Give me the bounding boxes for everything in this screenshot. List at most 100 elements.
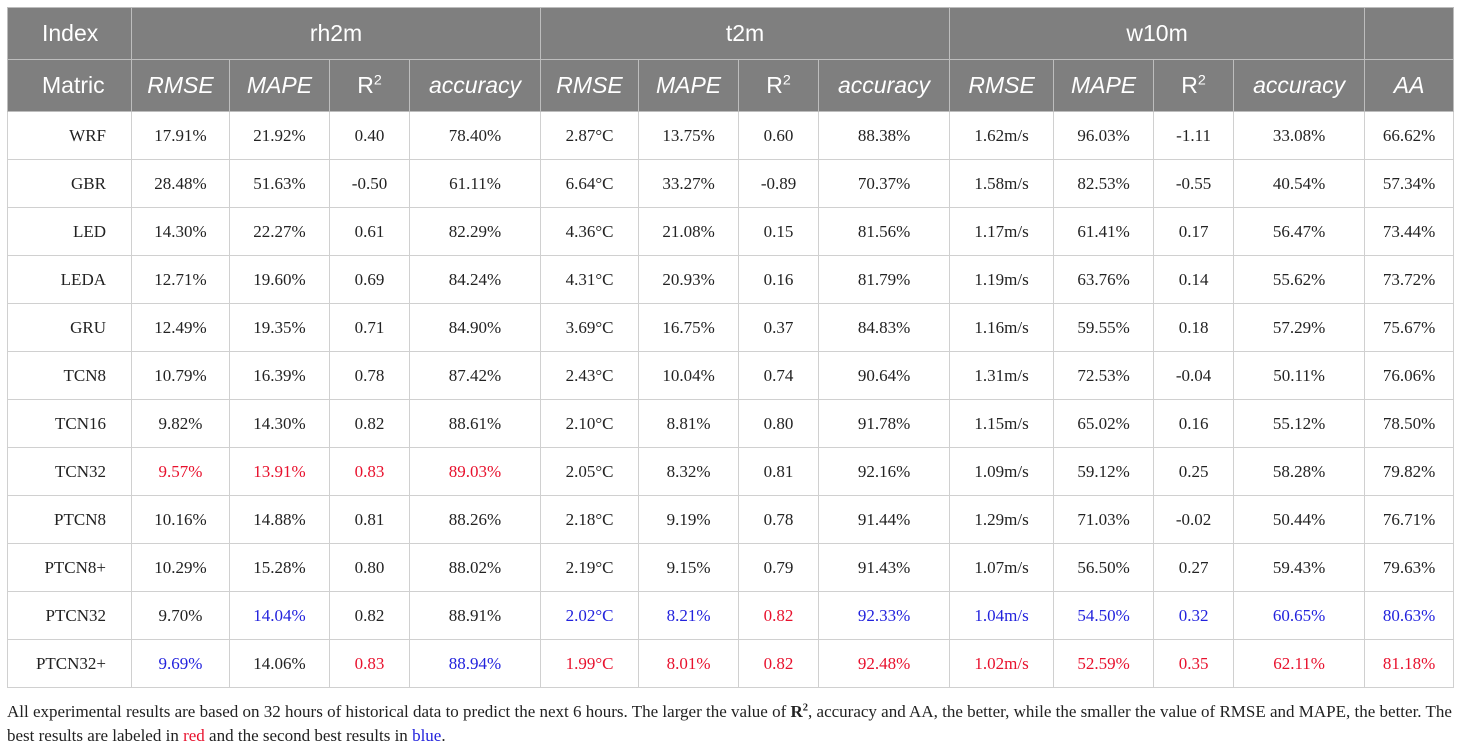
row-label: LEDA <box>7 255 132 304</box>
table-cell: 84.24% <box>408 255 542 304</box>
table-cell: 0.78 <box>738 495 820 544</box>
table-cell: 92.33% <box>818 591 951 640</box>
table-cell: 0.78 <box>329 351 410 400</box>
table-cell: 0.27 <box>1153 543 1235 592</box>
metric-header-6: R2 <box>738 59 820 112</box>
table-cell: 55.12% <box>1233 399 1366 448</box>
group-header-t2m: t2m <box>540 7 951 60</box>
table-cell: 82.53% <box>1053 159 1155 208</box>
table-cell: 4.31°C <box>540 255 640 304</box>
table-cell: 57.29% <box>1233 303 1366 352</box>
note-text-4: . <box>441 726 446 745</box>
table-row: PTCN32+ 9.69% 14.06% 0.83 88.94% 1.99°C 8.01% 0… <box>7 639 1455 688</box>
table-cell: 55.62% <box>1233 255 1366 304</box>
row-label: LED <box>7 207 132 256</box>
table-row: GBR 28.48% 51.63% -0.50 61.11% 6.64°C 33.27% -0… <box>7 159 1455 208</box>
table-cell: 10.29% <box>131 543 230 592</box>
table-cell: 21.08% <box>638 207 740 256</box>
metric-header-1: MAPE <box>229 59 330 112</box>
table-cell: 9.70% <box>131 591 230 640</box>
results-table-container: Index rh2m t2m w10m Matric RMSE MAPE R2 acc… <box>7 7 1455 688</box>
table-cell: 76.06% <box>1364 351 1455 400</box>
table-cell: 81.18% <box>1364 639 1455 688</box>
table-cell: 0.40 <box>329 111 410 160</box>
table-cell: 9.57% <box>131 447 230 496</box>
table-cell: 2.43°C <box>540 351 640 400</box>
table-cell: 92.16% <box>818 447 951 496</box>
table-cell: 1.62m/s <box>949 111 1055 160</box>
table-cell: 0.18 <box>1153 303 1235 352</box>
table-cell: 17.91% <box>131 111 230 160</box>
table-cell: 8.21% <box>638 591 740 640</box>
table-cell: 22.27% <box>229 207 330 256</box>
header-row-metrics: Matric RMSE MAPE R2 accuracy RMSE MAPE R2 accur… <box>7 59 1455 112</box>
table-cell: 0.25 <box>1153 447 1235 496</box>
table-cell: 72.53% <box>1053 351 1155 400</box>
table-cell: -0.02 <box>1153 495 1235 544</box>
table-cell: 50.44% <box>1233 495 1366 544</box>
table-cell: 0.32 <box>1153 591 1235 640</box>
row-label: TCN32 <box>7 447 132 496</box>
table-cell: 0.81 <box>738 447 820 496</box>
note-r2: R2 <box>790 702 809 721</box>
table-cell: 14.30% <box>229 399 330 448</box>
table-cell: 78.50% <box>1364 399 1455 448</box>
metric-header-2: R2 <box>329 59 410 112</box>
table-row: TCN8 10.79% 16.39% 0.78 87.42% 2.43°C 10.04% 0.… <box>7 351 1455 400</box>
table-cell: 0.79 <box>738 543 820 592</box>
table-row: PTCN32 9.70% 14.04% 0.82 88.91% 2.02°C 8.21% 0.… <box>7 591 1455 640</box>
table-cell: 1.19m/s <box>949 255 1055 304</box>
table-cell: 96.03% <box>1053 111 1155 160</box>
table-cell: 14.30% <box>131 207 230 256</box>
table-cell: 0.80 <box>738 399 820 448</box>
note-text-1: All experimental results are based on 32… <box>7 702 791 721</box>
table-cell: 0.82 <box>329 591 410 640</box>
row-label: GRU <box>7 303 132 352</box>
table-cell: 0.16 <box>1153 399 1235 448</box>
table-cell: 1.07m/s <box>949 543 1055 592</box>
row-label: PTCN32+ <box>7 639 132 688</box>
table-cell: 60.65% <box>1233 591 1366 640</box>
table-cell: 0.82 <box>738 639 820 688</box>
table-cell: 2.02°C <box>540 591 640 640</box>
table-cell: 8.01% <box>638 639 740 688</box>
table-cell: 14.04% <box>229 591 330 640</box>
table-cell: 0.61 <box>329 207 410 256</box>
table-cell: 80.63% <box>1364 591 1455 640</box>
table-cell: 1.16m/s <box>949 303 1055 352</box>
table-cell: 0.71 <box>329 303 410 352</box>
row-label: PTCN32 <box>7 591 132 640</box>
header-row-groups: Index rh2m t2m w10m <box>7 7 1455 60</box>
table-cell: 2.87°C <box>540 111 640 160</box>
table-cell: 59.12% <box>1053 447 1155 496</box>
table-cell: 73.72% <box>1364 255 1455 304</box>
table-cell: 59.43% <box>1233 543 1366 592</box>
table-cell: 1.31m/s <box>949 351 1055 400</box>
table-cell: 0.37 <box>738 303 820 352</box>
table-cell: 4.36°C <box>540 207 640 256</box>
table-cell: 91.43% <box>818 543 951 592</box>
table-cell: 52.59% <box>1053 639 1155 688</box>
table-row: LED 14.30% 22.27% 0.61 82.29% 4.36°C 21.08% 0.1… <box>7 207 1455 256</box>
table-cell: 0.60 <box>738 111 820 160</box>
results-table: Index rh2m t2m w10m Matric RMSE MAPE R2 acc… <box>7 7 1455 688</box>
table-cell: 66.62% <box>1364 111 1455 160</box>
table-cell: 40.54% <box>1233 159 1366 208</box>
metric-header-11: accuracy <box>1233 59 1366 112</box>
table-cell: 90.64% <box>818 351 951 400</box>
table-cell: 8.32% <box>638 447 740 496</box>
table-cell: 1.17m/s <box>949 207 1055 256</box>
table-cell: 75.67% <box>1364 303 1455 352</box>
table-cell: 13.91% <box>229 447 330 496</box>
metric-header-0: RMSE <box>131 59 230 112</box>
table-cell: 63.76% <box>1053 255 1155 304</box>
table-cell: 50.11% <box>1233 351 1366 400</box>
table-cell: 10.79% <box>131 351 230 400</box>
table-cell: 3.69°C <box>540 303 640 352</box>
table-row: TCN32 9.57% 13.91% 0.83 89.03% 2.05°C 8.32% 0.8… <box>7 447 1455 496</box>
metric-header-3: accuracy <box>408 59 542 112</box>
table-cell: 88.26% <box>408 495 542 544</box>
table-body: WRF 17.91% 21.92% 0.40 78.40% 2.87°C 13.75% 0.6… <box>7 111 1455 688</box>
table-row: WRF 17.91% 21.92% 0.40 78.40% 2.87°C 13.75% 0.6… <box>7 111 1455 160</box>
table-cell: 12.49% <box>131 303 230 352</box>
